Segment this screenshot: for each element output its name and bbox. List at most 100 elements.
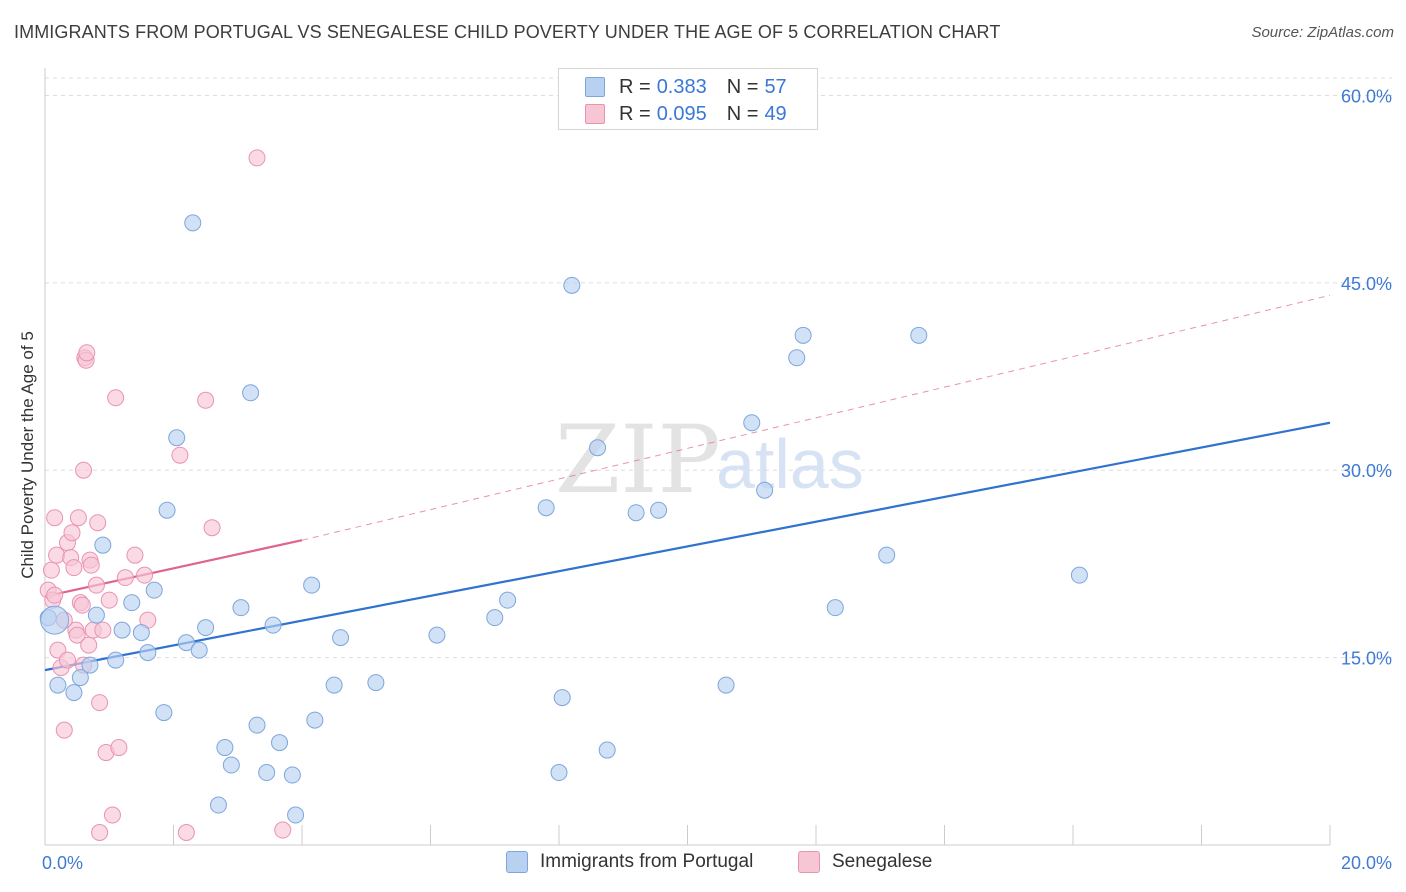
legend-n-label: N = <box>726 102 759 125</box>
data-point-portugal <box>537 499 555 517</box>
data-point-senegalese <box>48 546 66 564</box>
data-point-portugal <box>158 501 176 519</box>
data-point-senegalese <box>89 514 107 532</box>
data-point-senegalese <box>116 569 134 587</box>
data-points <box>39 149 1088 842</box>
data-point-portugal <box>190 641 208 659</box>
data-point-portugal <box>168 429 186 447</box>
trend-extension-senegalese <box>301 294 1331 541</box>
data-point-senegalese <box>73 596 91 614</box>
source-label: Source: ZipAtlas.com <box>1251 24 1394 41</box>
data-point-senegalese <box>100 591 118 609</box>
data-point-portugal <box>258 764 276 782</box>
data-point-portugal <box>94 536 112 554</box>
data-point-senegalese <box>80 636 98 654</box>
data-point-senegalese <box>274 821 292 839</box>
data-point-senegalese <box>46 509 64 527</box>
data-point-senegalese <box>46 586 64 604</box>
data-point-portugal <box>756 481 774 499</box>
watermark-atlas: atlas <box>716 425 864 503</box>
y-tick-label: 60.0% <box>1341 86 1392 106</box>
data-point-senegalese <box>55 721 73 739</box>
legend-r-label: R = <box>619 75 651 98</box>
data-point-portugal <box>325 676 343 694</box>
data-point-portugal <box>367 674 385 692</box>
data-point-senegalese <box>94 621 112 639</box>
series-swatch-pink <box>798 851 820 873</box>
series-legend: Immigrants from Portugal Senegalese <box>0 851 1406 877</box>
data-point-portugal <box>81 656 99 674</box>
data-point-portugal <box>1070 566 1088 584</box>
data-point-portugal <box>550 764 568 782</box>
data-point-portugal <box>627 504 645 522</box>
series-swatch-blue <box>506 851 528 873</box>
data-point-portugal <box>788 349 806 367</box>
data-point-portugal <box>826 599 844 617</box>
data-point-senegalese <box>197 391 215 409</box>
data-point-portugal <box>197 619 215 637</box>
grid-lines <box>45 77 1392 659</box>
data-point-portugal <box>49 676 67 694</box>
data-point-senegalese <box>65 559 83 577</box>
data-point-senegalese <box>68 626 86 644</box>
data-point-portugal <box>563 276 581 294</box>
data-point-portugal <box>155 704 173 722</box>
data-point-portugal <box>113 621 131 639</box>
data-point-portugal <box>242 384 260 402</box>
legend-n-value: 57 <box>764 75 787 98</box>
y-axis-label: Child Poverty Under the Age of 5 <box>18 331 37 579</box>
data-point-senegalese <box>78 344 96 362</box>
data-point-portugal <box>107 651 125 669</box>
watermark: ZIP atlas <box>555 406 864 515</box>
legend-row-portugal: R = 0.383 N = 57 <box>585 75 787 99</box>
series-legend-senegalese[interactable]: Senegalese <box>798 851 932 873</box>
data-point-portugal <box>428 626 446 644</box>
data-point-portugal <box>717 676 735 694</box>
data-point-portugal <box>287 806 305 824</box>
trend-lines <box>44 294 1331 672</box>
y-tick-label: 15.0% <box>1341 649 1392 669</box>
data-point-portugal <box>123 594 141 612</box>
data-point-portugal <box>216 739 234 757</box>
data-point-senegalese <box>75 461 93 479</box>
legend-n-value: 49 <box>764 102 787 125</box>
data-point-portugal <box>650 501 668 519</box>
x-tick-label: 0.0% <box>42 853 83 873</box>
data-point-portugal <box>145 581 163 599</box>
data-point-portugal <box>264 616 282 634</box>
data-point-portugal <box>910 326 928 344</box>
data-point-senegalese <box>107 389 125 407</box>
data-point-portugal <box>303 576 321 594</box>
data-point-portugal <box>283 766 301 784</box>
legend-r-value: 0.383 <box>656 75 707 98</box>
data-point-portugal <box>139 644 157 662</box>
legend-row-senegalese: R = 0.095 N = 49 <box>585 102 787 126</box>
data-point-senegalese <box>171 446 189 464</box>
series-legend-portugal[interactable]: Immigrants from Portugal <box>506 851 753 873</box>
data-point-senegalese <box>203 519 221 537</box>
data-point-senegalese <box>63 524 81 542</box>
data-point-senegalese <box>103 806 121 824</box>
data-point-portugal <box>332 629 350 647</box>
data-point-portugal <box>87 606 105 624</box>
chart-title: IMMIGRANTS FROM PORTUGAL VS SENEGALESE C… <box>14 22 1001 42</box>
correlation-legend: R = 0.383 N = 57 R = 0.095 N = 49 <box>558 68 818 130</box>
data-point-portugal <box>878 546 896 564</box>
data-point-senegalese <box>42 561 60 579</box>
data-point-portugal <box>306 711 324 729</box>
data-point-portugal <box>65 684 83 702</box>
data-point-portugal <box>499 591 517 609</box>
data-point-portugal <box>40 605 70 635</box>
data-point-portugal <box>271 734 289 752</box>
legend-swatch-blue <box>585 77 605 97</box>
series-legend-label: Senegalese <box>832 851 933 872</box>
data-point-portugal <box>589 439 607 457</box>
data-point-portugal <box>598 741 616 759</box>
data-point-portugal <box>486 609 504 627</box>
data-point-portugal <box>743 414 761 432</box>
legend-swatch-pink <box>585 104 605 124</box>
data-point-portugal <box>553 689 571 707</box>
y-tick-label: 45.0% <box>1341 274 1392 294</box>
data-point-portugal <box>209 796 227 814</box>
